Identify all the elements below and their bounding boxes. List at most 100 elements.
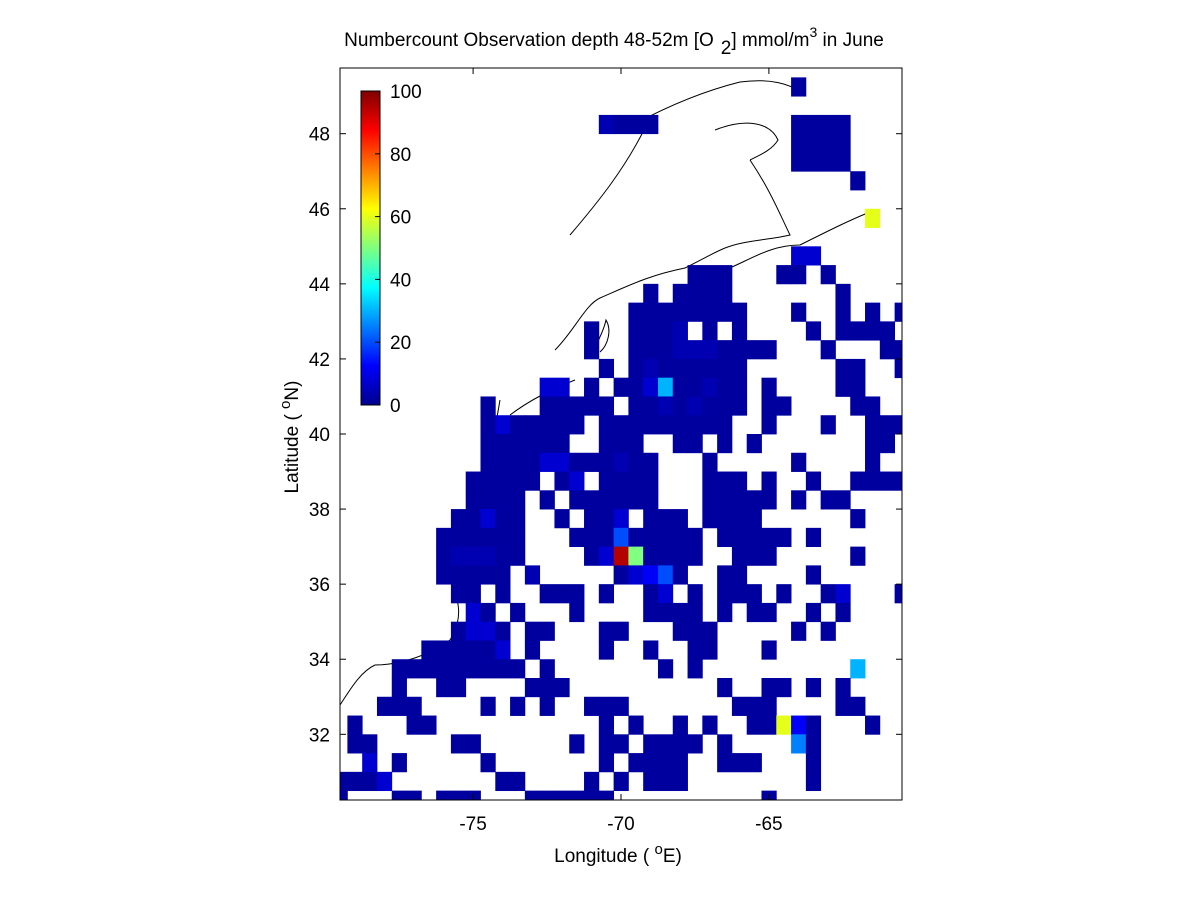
heatmap-cell bbox=[702, 265, 718, 285]
heatmap-cell bbox=[480, 640, 496, 660]
heatmap-cell bbox=[495, 509, 511, 529]
heatmap-cell bbox=[598, 509, 615, 529]
heatmap-cell bbox=[657, 734, 674, 754]
heatmap-cell bbox=[450, 565, 467, 585]
heatmap-cell bbox=[791, 77, 807, 97]
heatmap-cell bbox=[510, 471, 526, 491]
heatmap-cell bbox=[894, 584, 903, 604]
heatmap-cell bbox=[672, 771, 688, 792]
heatmap-cell bbox=[569, 471, 585, 491]
heatmap-cell bbox=[510, 452, 526, 472]
heatmap-cell bbox=[731, 753, 748, 773]
heatmap-cell bbox=[539, 377, 555, 397]
heatmap-cell bbox=[598, 715, 615, 735]
heatmap-cell bbox=[717, 509, 733, 529]
heatmap-cell bbox=[539, 490, 555, 510]
heatmap-cell bbox=[805, 734, 822, 754]
heatmap-cell bbox=[450, 527, 467, 548]
heatmap-cell bbox=[717, 283, 733, 304]
heatmap-cell bbox=[598, 396, 615, 416]
heatmap-cell bbox=[643, 471, 659, 491]
heatmap-cell bbox=[524, 415, 541, 435]
heatmap-cell bbox=[865, 452, 881, 472]
heatmap-cell bbox=[672, 565, 688, 585]
heatmap-cell bbox=[569, 790, 585, 801]
heatmap-cell bbox=[850, 546, 866, 566]
heatmap-cell bbox=[820, 340, 836, 360]
y-tick-label: 36 bbox=[309, 575, 330, 596]
heatmap-cell bbox=[791, 715, 807, 735]
heatmap-cell bbox=[820, 265, 836, 285]
colorbar-tick-label: 0 bbox=[390, 396, 401, 417]
heatmap-cell bbox=[598, 696, 615, 716]
heatmap-cell bbox=[776, 396, 792, 416]
heatmap-cell bbox=[805, 133, 822, 153]
heatmap-cell bbox=[791, 152, 807, 172]
heatmap-cell bbox=[761, 377, 777, 397]
heatmap-cell bbox=[717, 584, 733, 604]
heatmap-cell bbox=[850, 358, 866, 379]
heatmap-cell bbox=[539, 396, 555, 416]
heatmap-cell bbox=[584, 340, 600, 360]
heatmap-cell bbox=[805, 246, 822, 266]
heatmap-cell bbox=[480, 490, 496, 510]
heatmap-cell bbox=[450, 509, 467, 529]
heatmap-cell bbox=[554, 678, 570, 698]
heatmap-cell bbox=[805, 678, 822, 698]
heatmap-cell bbox=[584, 396, 600, 416]
heatmap-cell bbox=[613, 377, 629, 397]
heatmap-cell bbox=[628, 377, 644, 397]
y-tick-label: 46 bbox=[309, 200, 330, 221]
heatmap-cell bbox=[598, 753, 615, 773]
heatmap-cell bbox=[865, 321, 881, 341]
heatmap-cell bbox=[450, 678, 467, 698]
heatmap-cell bbox=[850, 471, 866, 491]
heatmap-cell bbox=[731, 321, 748, 341]
heatmap-cell bbox=[643, 753, 659, 773]
heatmap-cell bbox=[495, 415, 511, 435]
heatmap-cell bbox=[347, 734, 363, 754]
heatmap-cell bbox=[687, 415, 703, 435]
heatmap-cell bbox=[510, 546, 526, 566]
heatmap-cell bbox=[761, 527, 777, 548]
heatmap-cell bbox=[835, 302, 851, 322]
heatmap-cell bbox=[524, 790, 541, 801]
heatmap-cell bbox=[672, 715, 688, 735]
heatmap-cell bbox=[717, 302, 733, 322]
heatmap-cell bbox=[731, 340, 748, 360]
heatmap-cell bbox=[672, 377, 688, 397]
heatmap-cell bbox=[465, 509, 481, 529]
heatmap-cell bbox=[717, 753, 733, 773]
heatmap-cell bbox=[717, 565, 733, 585]
heatmap-cell bbox=[495, 527, 511, 548]
heatmap-cell bbox=[657, 659, 674, 679]
heatmap-cell bbox=[879, 434, 896, 454]
heatmap-cell bbox=[569, 527, 585, 548]
heatmap-cell bbox=[510, 509, 526, 529]
heatmap-cell bbox=[628, 452, 644, 472]
heatmap-cell bbox=[362, 771, 378, 792]
heatmap-cell bbox=[805, 565, 822, 585]
heatmap-cell bbox=[687, 621, 703, 641]
heatmap-cell bbox=[613, 471, 629, 491]
heatmap-cell bbox=[657, 358, 674, 379]
heatmap-cell bbox=[894, 340, 903, 360]
heatmap-cell bbox=[820, 133, 836, 153]
coastline bbox=[339, 80, 871, 706]
heatmap-cell bbox=[524, 640, 541, 660]
heatmap-cell bbox=[687, 302, 703, 322]
heatmap-cell bbox=[376, 771, 393, 792]
colorbar-ticks: 0 20 40 60 80 100 bbox=[375, 82, 422, 417]
heatmap-cell bbox=[584, 771, 600, 792]
colorbar-tick-label: 80 bbox=[390, 145, 411, 166]
heatmap-cell bbox=[613, 734, 629, 754]
heatmap-cell bbox=[480, 527, 496, 548]
heatmap-cell bbox=[598, 621, 615, 641]
heatmap-cell bbox=[436, 790, 452, 801]
heatmap-cell bbox=[850, 509, 866, 529]
y-tick-label: 32 bbox=[309, 725, 330, 746]
heatmap-cell bbox=[731, 302, 748, 322]
heatmap-cell bbox=[657, 396, 674, 416]
heatmap-cell bbox=[539, 621, 555, 641]
heatmap-cell bbox=[835, 152, 851, 172]
